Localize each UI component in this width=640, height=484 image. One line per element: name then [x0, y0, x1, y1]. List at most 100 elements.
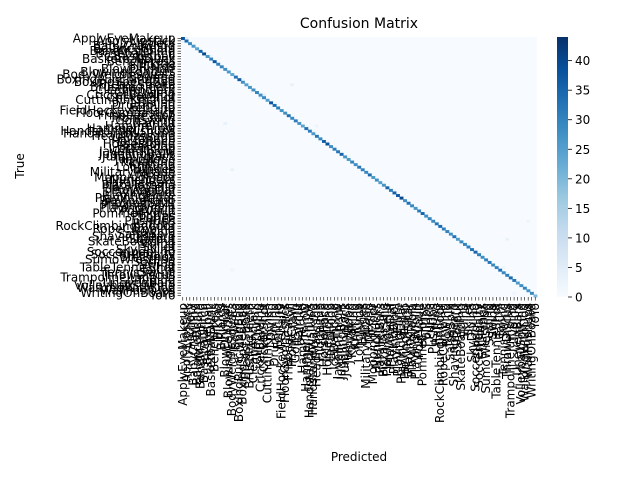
heatmap-cell-diagonal — [473, 250, 478, 254]
x-tick-label: TennisSwing — [497, 303, 511, 377]
x-tick-label: MoppingFloor — [366, 303, 380, 384]
x-tick-label: TaiChi — [493, 303, 507, 339]
heatmap-cell-diagonal — [522, 286, 527, 290]
x-tick-label: Biking — [211, 303, 225, 340]
y-tick-label: WritingOnBoard — [80, 286, 175, 300]
x-tick-label: JugglingBalls — [334, 303, 348, 381]
heatmap-cell-diagonal — [505, 273, 510, 277]
x-tick-label: Basketball — [200, 303, 214, 365]
y-tick-label: SoccerJuggling — [87, 245, 176, 259]
y-tick-label: BoxingSpeedBag — [74, 75, 176, 89]
y-tick-label: Hammering — [105, 119, 176, 133]
y-tick-label: PlayingTabla — [101, 199, 176, 213]
x-tick-label: SumoWrestling — [479, 303, 493, 393]
heatmap-cell-diagonal — [378, 181, 383, 185]
x-tick-label: BaseballPitch — [197, 303, 211, 383]
x-tick-label: WalkingWithDog — [518, 303, 532, 402]
x-tick-label: JavelinThrow — [331, 303, 345, 381]
x-tick-label: BenchPress — [207, 303, 221, 372]
x-tick-label: PlayingFlute — [391, 303, 405, 377]
x-tick-label: HorseRiding — [320, 303, 334, 376]
x-tick-label: Billiards — [215, 303, 229, 351]
heatmap-cell-diagonal — [318, 137, 323, 141]
x-tick-label: StillRings — [475, 303, 489, 358]
x-tick-label: BoxingPunchingBag — [232, 303, 246, 422]
heatmap-cell-diagonal — [184, 39, 189, 43]
x-tick-label: Mixing — [363, 303, 377, 342]
heatmap-cell — [526, 219, 531, 223]
heatmap-cell-diagonal — [406, 201, 411, 205]
y-tick-label: RockClimbingIndoor — [56, 219, 176, 233]
x-tick-label: WritingOnBoard — [525, 303, 539, 398]
heatmap-cell — [325, 139, 330, 143]
heatmap-cell-diagonal — [459, 240, 464, 244]
heatmap-cell — [258, 96, 263, 100]
heatmap-cell — [311, 129, 316, 133]
x-tick-label: Surfing — [482, 303, 496, 346]
heatmap-cell — [505, 237, 510, 241]
heatmap-cell-diagonal — [226, 70, 231, 74]
heatmap-cell — [230, 268, 235, 272]
x-tick-label: BoxingSpeedBag — [236, 303, 250, 405]
y-tick-label: CuttingInKitchen — [75, 93, 175, 107]
y-tick-label: SalsaSpin — [117, 227, 175, 241]
heatmap-cell-diagonal — [247, 85, 252, 89]
heatmap-cell-diagonal — [526, 289, 531, 293]
x-tick-label: PommelHorse — [415, 303, 429, 386]
y-tick-label: HorseRace — [111, 134, 175, 148]
heatmap-cell-diagonal — [417, 209, 422, 213]
heatmap-cell-diagonal — [233, 75, 238, 79]
x-tick-label: BabyCrawling — [186, 303, 200, 386]
x-tick-label: SalsaSpin — [444, 303, 458, 361]
heatmap-cell-diagonal — [350, 160, 355, 164]
heatmap-cell-diagonal — [202, 52, 207, 56]
x-tick-label: BreastStroke — [239, 303, 253, 380]
heatmap-cell-diagonal — [424, 214, 429, 218]
heatmap-cell-diagonal — [431, 219, 436, 223]
y-tick-label: Nunchucks — [110, 173, 176, 187]
heatmap-cell-diagonal — [216, 62, 221, 66]
x-tick-label: Knitting — [348, 303, 362, 350]
x-tick-label: TrampolineJumping — [504, 303, 518, 419]
heatmap-cell-diagonal — [427, 217, 432, 221]
x-tick-label: WallPushups — [521, 303, 535, 378]
y-tick-label: SkateBoarding — [88, 235, 176, 249]
heatmap-cell-diagonal — [219, 65, 224, 69]
y-tick-label: WallPushups — [100, 284, 175, 298]
heatmap-cell-diagonal — [420, 212, 425, 216]
heatmap-cell-diagonal — [325, 142, 330, 146]
x-tick-label: BasketballDunk — [204, 303, 218, 397]
y-tick-label: Rowing — [132, 224, 176, 238]
heatmap-cell — [512, 291, 517, 295]
heatmap-cell — [181, 39, 185, 43]
heatmap-cell — [477, 250, 481, 254]
x-tick-label: HorseRace — [317, 303, 331, 367]
heatmap-cell-diagonal — [321, 139, 326, 143]
heatmap-cell — [501, 266, 506, 269]
heatmap-cell-diagonal — [191, 44, 196, 48]
heatmap-cell-diagonal — [364, 170, 369, 174]
heatmap-cell-diagonal — [272, 103, 277, 107]
x-tick-label: SoccerPenalty — [472, 303, 486, 388]
x-tick-label: PoleVault — [412, 303, 426, 358]
heatmap-cell-diagonal — [371, 176, 376, 179]
y-tick-label: IceDancing — [109, 142, 176, 156]
heatmap-cell-diagonal — [399, 196, 404, 200]
colorbar-tick-label: 0 — [575, 291, 583, 305]
y-tick-label: ParallelBars — [105, 175, 176, 189]
heatmap-cell-diagonal — [198, 49, 203, 53]
heatmap-cell-diagonal — [297, 121, 302, 125]
x-tick-label: PlayingPiano — [398, 303, 412, 379]
y-axis-ticks: ApplyEyeMakeupApplyLipstickArcheryBabyCr… — [56, 31, 181, 303]
heatmap-cell-diagonal — [300, 124, 305, 128]
x-tick-label: SoccerJuggling — [468, 303, 482, 392]
x-tick-label: HighJump — [313, 303, 327, 361]
x-tick-label: LongJump — [352, 303, 366, 363]
y-tick-label: Knitting — [129, 157, 176, 171]
heatmap-cell-diagonal — [262, 96, 266, 100]
x-tick-label: ThrowDiscus — [500, 303, 514, 380]
colorbar-tick-label: 40 — [575, 54, 590, 68]
y-tick-label: ApplyLipstick — [96, 34, 175, 48]
x-tick-label: PizzaTossing — [377, 303, 391, 377]
